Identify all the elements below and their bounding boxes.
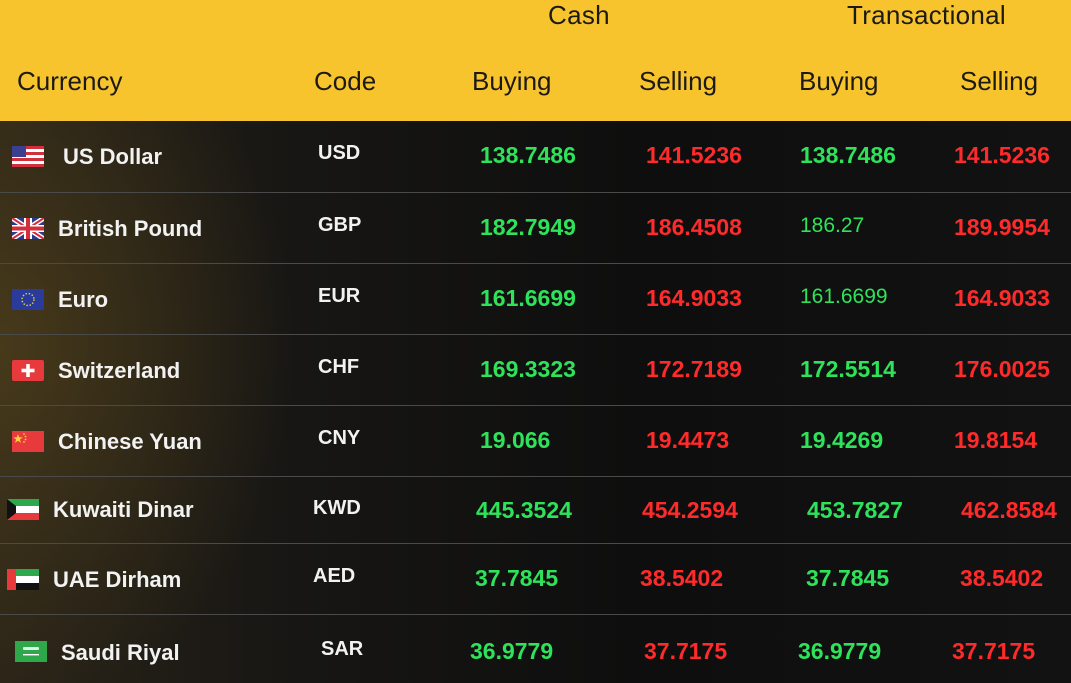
currency-code: USD <box>318 142 361 164</box>
transactional-selling-rate: 19.8154 <box>954 427 1038 453</box>
cash-selling-rate: 19.4473 <box>646 427 730 453</box>
currency-code: KWD <box>313 497 361 519</box>
column-header-transactional-selling: Selling <box>960 66 1039 96</box>
transactional-buying-rate: 37.7845 <box>806 565 890 591</box>
currency-code: AED <box>313 565 356 587</box>
uk-flag-icon <box>12 218 44 239</box>
rates-table-body: US Dollar USD 138.7486 141.5236 138.7486… <box>0 121 1071 683</box>
column-header-code: Code <box>314 66 377 96</box>
transactional-buying-rate: 172.5514 <box>800 356 896 382</box>
currency-name: Saudi Riyal <box>61 640 180 665</box>
currency-code: GBP <box>318 214 362 236</box>
transactional-selling-rate: 37.7175 <box>952 638 1036 664</box>
cash-buying-rate: 182.7949 <box>480 214 576 240</box>
transactional-buying-rate: 453.7827 <box>807 497 903 523</box>
cash-selling-rate: 38.5402 <box>640 565 724 591</box>
currency-name: Switzerland <box>58 358 181 383</box>
table-row: Chinese Yuan CNY 19.066 19.4473 19.4269 … <box>0 406 1071 477</box>
transactional-selling-rate: 141.5236 <box>954 142 1050 168</box>
currency-code: CHF <box>318 356 360 378</box>
switzerland-flag-icon <box>12 360 44 381</box>
group-header-cash: Cash <box>548 0 610 30</box>
cash-selling-rate: 172.7189 <box>646 356 742 382</box>
transactional-buying-rate: 186.27 <box>800 214 865 237</box>
transactional-buying-rate: 138.7486 <box>800 142 896 168</box>
transactional-selling-rate: 189.9954 <box>954 214 1050 240</box>
cash-buying-rate: 161.6699 <box>480 285 576 311</box>
currency-name: British Pound <box>58 216 203 241</box>
currency-name: Chinese Yuan <box>58 429 202 454</box>
cash-buying-rate: 37.7845 <box>475 565 559 591</box>
table-row: Euro EUR 161.6699 164.9033 161.6699 164.… <box>0 264 1071 335</box>
currency-name: UAE Dirham <box>53 567 182 592</box>
column-header-currency: Currency <box>17 66 123 96</box>
table-row: Kuwaiti Dinar KWD 445.3524 454.2594 453.… <box>0 477 1071 544</box>
currency-code: EUR <box>318 285 361 307</box>
table-header: Cash Transactional Currency Code Buying … <box>0 0 1071 121</box>
cash-selling-rate: 164.9033 <box>646 285 742 311</box>
cash-buying-rate: 445.3524 <box>476 497 572 523</box>
cash-buying-rate: 138.7486 <box>480 142 576 168</box>
us-flag-icon <box>12 146 44 167</box>
currency-name: US Dollar <box>63 144 163 169</box>
cash-selling-rate: 454.2594 <box>642 497 738 523</box>
table-row: Saudi Riyal SAR 36.9779 37.7175 36.9779 … <box>0 615 1071 683</box>
uae-flag-icon <box>7 569 39 590</box>
cash-selling-rate: 141.5236 <box>646 142 742 168</box>
currency-name: Kuwaiti Dinar <box>53 497 194 522</box>
column-header-cash-buying: Buying <box>472 66 552 96</box>
china-flag-icon <box>12 431 44 452</box>
currency-code: SAR <box>321 638 364 660</box>
cash-buying-rate: 36.9779 <box>470 638 554 664</box>
table-row: British Pound GBP 182.7949 186.4508 186.… <box>0 193 1071 264</box>
column-header-transactional-buying: Buying <box>799 66 879 96</box>
transactional-selling-rate: 38.5402 <box>960 565 1044 591</box>
eu-flag-icon <box>12 289 44 310</box>
cash-selling-rate: 186.4508 <box>646 214 742 240</box>
currency-code: CNY <box>318 427 361 449</box>
kuwait-flag-icon <box>7 499 39 520</box>
cash-buying-rate: 169.3323 <box>480 356 576 382</box>
transactional-buying-rate: 161.6699 <box>800 285 888 308</box>
transactional-buying-rate: 19.4269 <box>800 427 884 453</box>
cash-buying-rate: 19.066 <box>480 427 551 453</box>
group-header-transactional: Transactional <box>847 0 1007 30</box>
transactional-selling-rate: 164.9033 <box>954 285 1050 311</box>
transactional-buying-rate: 36.9779 <box>798 638 882 664</box>
table-row: US Dollar USD 138.7486 141.5236 138.7486… <box>0 121 1071 193</box>
cash-selling-rate: 37.7175 <box>644 638 728 664</box>
table-row: Switzerland CHF 169.3323 172.7189 172.55… <box>0 335 1071 406</box>
currency-name: Euro <box>58 287 109 312</box>
transactional-selling-rate: 462.8584 <box>961 497 1057 523</box>
column-header-cash-selling: Selling <box>639 66 718 96</box>
table-row: UAE Dirham AED 37.7845 38.5402 37.7845 3… <box>0 544 1071 615</box>
saudi-flag-icon <box>15 641 47 662</box>
transactional-selling-rate: 176.0025 <box>954 356 1050 382</box>
